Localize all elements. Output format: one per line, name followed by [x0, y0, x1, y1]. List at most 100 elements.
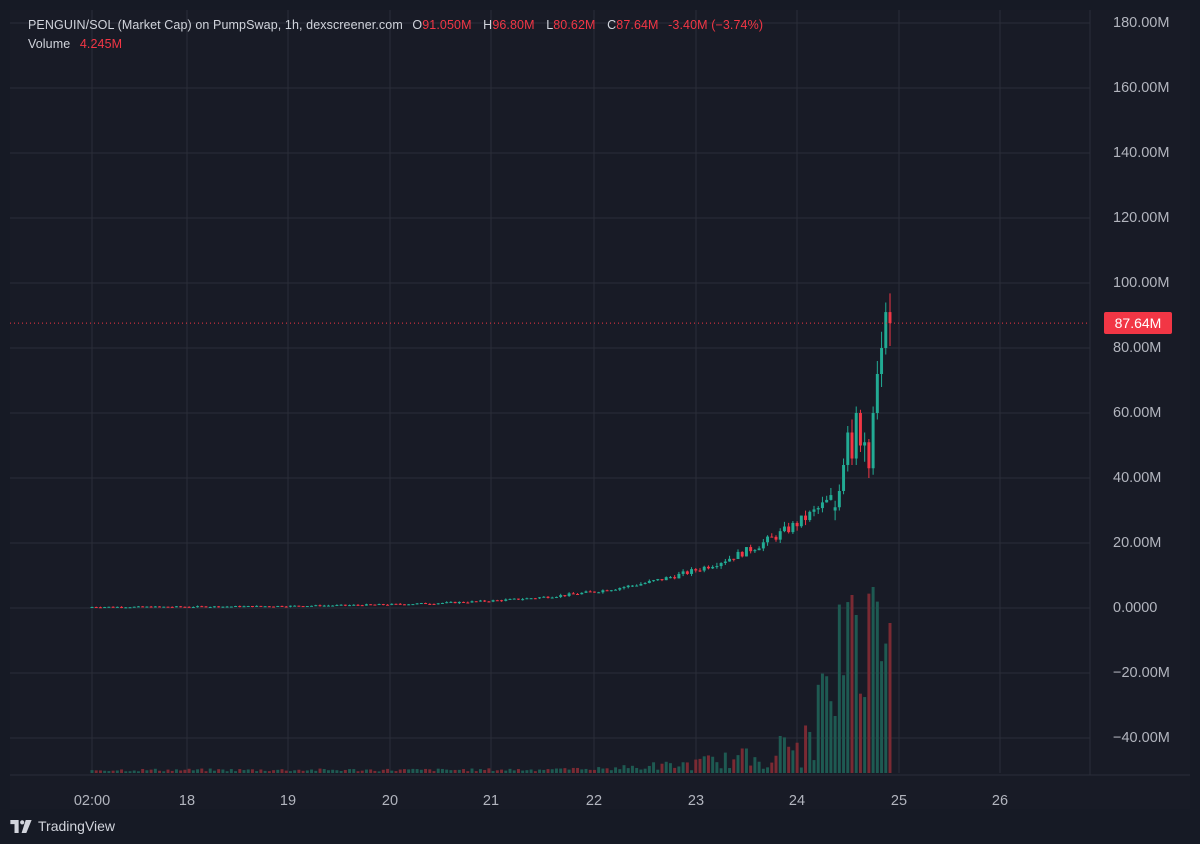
volume-bar [407, 769, 411, 773]
volume-bar [601, 768, 605, 773]
chart-panel[interactable]: PENGUIN/SOL (Market Cap) on PumpSwap, 1h… [10, 10, 1190, 809]
candle-body [487, 601, 491, 603]
tradingview-logo-icon [10, 819, 32, 833]
volume-bar [867, 593, 871, 773]
candle-body [711, 566, 715, 569]
volume-bar [875, 601, 879, 773]
tradingview-brand[interactable]: TradingView [10, 818, 115, 834]
candle-body [466, 602, 470, 604]
volume-bar [533, 771, 537, 773]
volume-bar [200, 768, 204, 773]
candle-body [871, 413, 875, 469]
volume-bar [470, 768, 474, 773]
volume-bar [166, 769, 170, 773]
candle-body [787, 526, 791, 533]
candle-body [592, 591, 596, 593]
volume-bar [466, 771, 470, 773]
volume-bar [478, 769, 482, 773]
candle-body [250, 605, 254, 607]
symbol-title[interactable]: PENGUIN/SOL (Market Cap) on PumpSwap, 1h… [28, 18, 403, 32]
candle-body [753, 550, 757, 552]
volume-bar [753, 757, 757, 773]
volume-bar [626, 768, 630, 773]
volume-bar [305, 770, 309, 773]
candle-body [597, 592, 601, 594]
candle-body [812, 509, 816, 512]
candle-body [369, 604, 373, 606]
volume-bar [238, 769, 242, 773]
candle-body [183, 606, 187, 608]
candle-body [453, 601, 457, 604]
candle-body [348, 605, 352, 607]
volume-bar [542, 769, 546, 773]
candle-body [736, 551, 740, 560]
volume-bar [474, 771, 478, 773]
volume-bar [94, 770, 98, 773]
candle-body [782, 526, 786, 532]
brand-name: TradingView [38, 818, 116, 834]
volume-bar [656, 769, 660, 773]
candle-body [825, 499, 829, 503]
volume-bar [521, 770, 525, 773]
candle-body [445, 602, 449, 604]
volume-bar [415, 769, 419, 773]
volume-bar [381, 769, 385, 773]
volume-bar [576, 767, 580, 773]
time-axis-label: 21 [482, 793, 500, 809]
candle-body [732, 558, 736, 560]
volume-bar [428, 769, 432, 773]
volume-bar [301, 770, 305, 773]
candle-body [267, 606, 271, 608]
volume-bar [272, 770, 276, 773]
candle-body [567, 593, 571, 596]
volume-bar [500, 769, 504, 773]
candle-body [326, 605, 330, 607]
candle-body [288, 605, 292, 607]
volume-bar [770, 762, 774, 773]
volume-bar [162, 771, 166, 773]
candle-body [694, 569, 698, 571]
volume-bar [280, 769, 284, 773]
volume-bar [571, 767, 575, 773]
candle-body [563, 595, 567, 597]
candle-body [398, 603, 402, 605]
candle-body [550, 597, 554, 599]
volume-bar [681, 762, 685, 773]
volume-bar [673, 767, 677, 773]
volume-bar [698, 758, 702, 773]
volume-bar [462, 769, 466, 773]
candle-body [795, 522, 799, 527]
volume-bar [690, 770, 694, 773]
volume-bar [740, 748, 744, 773]
candle-body [647, 580, 651, 583]
candle-body [187, 606, 191, 608]
candle-body [656, 579, 660, 581]
price-axis-label: 180.00M [1113, 15, 1170, 31]
volume-bar [808, 731, 812, 773]
candle-body [115, 606, 119, 608]
volume-label[interactable]: Volume [28, 37, 71, 51]
candle-body [436, 603, 440, 605]
volume-bar [529, 769, 533, 773]
price-axis-label: 120.00M [1113, 210, 1170, 226]
volume-bar [660, 763, 664, 773]
volume-bar [538, 769, 542, 773]
price-chart[interactable] [10, 10, 1190, 809]
volume-bar [850, 595, 854, 773]
candle-body [842, 465, 846, 491]
candle-body [107, 606, 111, 608]
volume-bar [124, 771, 128, 773]
candle-body [774, 536, 778, 540]
volume-bar [183, 769, 187, 773]
price-axis-label: 60.00M [1113, 405, 1162, 421]
candle-body [846, 432, 850, 465]
volume-bar [618, 769, 622, 773]
volume-bar [284, 770, 288, 773]
candle-body [740, 551, 744, 557]
volume-bar [276, 769, 280, 773]
volume-bar [373, 770, 377, 773]
candle-body [635, 585, 639, 587]
candle-body [470, 601, 474, 603]
candle-body [297, 605, 301, 607]
volume-bar [318, 768, 322, 773]
